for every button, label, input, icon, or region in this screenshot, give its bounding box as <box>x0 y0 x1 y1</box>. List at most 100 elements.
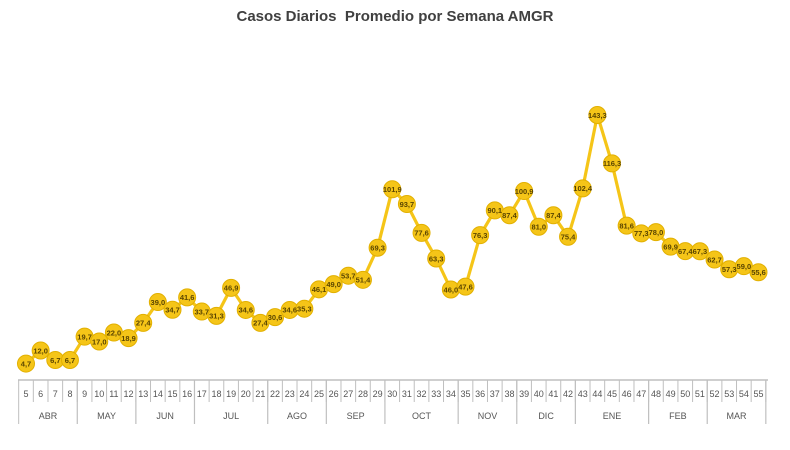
data-label: 67,3 <box>693 247 708 256</box>
data-point <box>603 154 621 173</box>
week-tick-label: 14 <box>153 389 163 399</box>
data-point <box>324 275 343 294</box>
data-label: 90,1 <box>487 206 502 215</box>
data-point <box>383 180 402 199</box>
week-tick-label: 30 <box>387 389 397 399</box>
data-point <box>544 206 563 225</box>
data-label: 59,0 <box>737 262 752 271</box>
week-tick-label: 18 <box>211 389 221 399</box>
data-point <box>515 182 534 201</box>
data-point <box>705 250 724 269</box>
data-label: 63,3 <box>429 254 444 263</box>
week-tick-label: 25 <box>314 389 324 399</box>
month-label: NOV <box>478 411 498 421</box>
data-labels: 4,712,06,7 6,719,717,022,018,927,439,034,… <box>21 111 766 369</box>
week-tick-label: 47 <box>636 389 646 399</box>
week-tick-label: 19 <box>226 389 236 399</box>
week-tick-label: 38 <box>504 389 514 399</box>
week-tick-label: 37 <box>490 389 500 399</box>
data-label: 17,0 <box>92 337 107 346</box>
data-point <box>529 217 548 236</box>
data-point <box>412 223 431 242</box>
data-point <box>471 226 490 245</box>
data-point <box>427 249 446 268</box>
week-tick-label: 43 <box>578 389 588 399</box>
week-tick-label: 53 <box>724 389 734 399</box>
data-label: 6,7 <box>50 356 60 365</box>
week-tick-label: 49 <box>666 389 676 399</box>
data-label: 46,1 <box>312 285 327 294</box>
data-point <box>690 242 709 261</box>
week-tick-label: 48 <box>651 389 661 399</box>
data-label: 62,7 <box>707 255 722 264</box>
month-label: OCT <box>412 411 432 421</box>
data-label: 27,4 <box>253 319 268 328</box>
week-tick-label: 54 <box>739 389 749 399</box>
week-tick-label: 44 <box>592 389 602 399</box>
data-label: 53,7 <box>341 271 356 280</box>
data-point <box>266 308 285 327</box>
week-tick-label: 11 <box>109 389 118 399</box>
data-label: 4,7 <box>21 359 31 368</box>
data-point <box>17 354 35 373</box>
week-tick-label: 29 <box>373 389 383 399</box>
week-tick-label: 6 <box>38 389 43 399</box>
week-tick-label: 26 <box>329 389 339 399</box>
week-tick-label: 7 <box>53 389 58 399</box>
chart-title: Casos Diarios Promedio por Semana AMGR <box>236 8 554 25</box>
week-tick-label: 45 <box>607 389 617 399</box>
data-label: 75,4 <box>561 233 576 242</box>
week-tick-label: 22 <box>270 389 280 399</box>
week-tick-label: 36 <box>475 389 485 399</box>
data-label: 69,9 <box>663 242 678 251</box>
month-label: JUN <box>156 411 174 421</box>
data-point <box>207 306 226 325</box>
data-label: 69,3 <box>370 244 385 253</box>
x-axis: 5 6 7 8 9 10 11 12 13 14 15 16 17 18 19 20 21 22 23 24 25 26 2… <box>18 379 768 424</box>
month-label: MAY <box>97 411 116 421</box>
week-tick-label: 9 <box>82 389 87 399</box>
week-tick-label: 12 <box>124 389 134 399</box>
month-label: SEP <box>347 411 365 421</box>
data-point <box>456 277 475 296</box>
data-label: 22,0 <box>107 328 122 337</box>
data-label: 34,6 <box>282 306 297 315</box>
data-label: 51,4 <box>356 276 371 285</box>
week-tick-label: 23 <box>285 389 295 399</box>
data-label: 47,6 <box>458 282 473 291</box>
data-label: 81,0 <box>531 223 546 232</box>
data-label: 46,0 <box>444 285 459 294</box>
data-label: 77,3 <box>634 229 649 238</box>
data-points <box>17 106 768 373</box>
month-label: ENE <box>603 411 622 421</box>
data-label: 39,0 <box>151 298 166 307</box>
week-tick-label: 27 <box>343 389 353 399</box>
week-tick-label: 31 <box>402 389 412 399</box>
data-label: 33,7 <box>194 307 209 316</box>
data-label: 87,4 <box>502 211 517 220</box>
month-label: DIC <box>538 411 554 421</box>
week-tick-label: 39 <box>519 389 529 399</box>
week-tick-label: 20 <box>241 389 251 399</box>
data-label: 31,3 <box>209 312 224 321</box>
data-label: 93,7 <box>400 200 415 209</box>
data-label: 12,0 <box>33 346 48 355</box>
data-point <box>222 278 241 297</box>
week-tick-label: 17 <box>197 389 207 399</box>
data-point <box>397 194 416 213</box>
data-point <box>559 227 578 246</box>
week-tick-label: 28 <box>358 389 368 399</box>
data-point <box>60 350 79 369</box>
data-label: 18,9 <box>121 334 136 343</box>
week-tick-label: 40 <box>534 389 544 399</box>
week-tick-label: 13 <box>138 389 148 399</box>
data-point <box>749 263 768 282</box>
data-point <box>236 300 255 319</box>
data-label: 116,3 <box>603 159 621 168</box>
month-label: AGO <box>287 411 307 421</box>
data-label: 34,7 <box>165 306 180 315</box>
data-point <box>295 299 314 318</box>
week-tick-label: 21 <box>255 389 265 399</box>
data-label: 49,0 <box>326 280 341 289</box>
data-label: 19,7 <box>77 332 92 341</box>
